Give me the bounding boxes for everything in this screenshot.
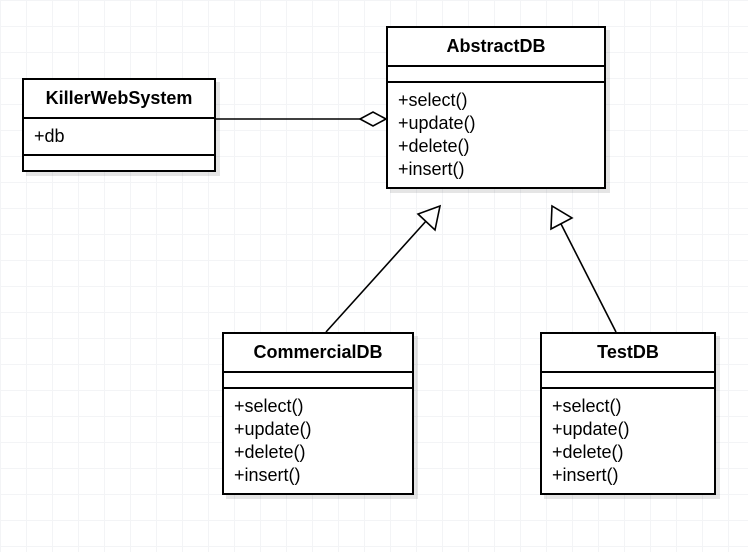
edge-generalization-commercialdb	[326, 206, 440, 332]
op-select: +select()	[234, 395, 402, 418]
class-title: AbstractDB	[388, 28, 604, 67]
class-attributes	[224, 373, 412, 389]
op-insert: +insert()	[234, 464, 402, 487]
op-delete: +delete()	[234, 441, 402, 464]
class-operations: +select() +update() +delete() +insert()	[224, 389, 412, 493]
class-testdb: TestDB +select() +update() +delete() +in…	[540, 332, 716, 495]
class-title: KillerWebSystem	[24, 80, 214, 119]
class-abstractdb: AbstractDB +select() +update() +delete()…	[386, 26, 606, 189]
class-title: TestDB	[542, 334, 714, 373]
op-update: +update()	[234, 418, 402, 441]
class-operations: +select() +update() +delete() +insert()	[388, 83, 604, 187]
edge-generalization-testdb	[551, 206, 616, 332]
diagram-canvas: KillerWebSystem +db AbstractDB +select()…	[0, 0, 748, 552]
class-commercialdb: CommercialDB +select() +update() +delete…	[222, 332, 414, 495]
class-attributes	[388, 67, 604, 83]
class-attributes	[542, 373, 714, 389]
op-delete: +delete()	[552, 441, 704, 464]
op-select: +select()	[552, 395, 704, 418]
class-title: CommercialDB	[224, 334, 412, 373]
class-attributes: +db	[24, 119, 214, 156]
class-killerwebsystem: KillerWebSystem +db	[22, 78, 216, 172]
op-insert: +insert()	[552, 464, 704, 487]
op-select: +select()	[398, 89, 594, 112]
class-operations: +select() +update() +delete() +insert()	[542, 389, 714, 493]
edge-aggregation-kws-abstractdb	[216, 112, 386, 126]
op-update: +update()	[552, 418, 704, 441]
class-operations	[24, 156, 214, 170]
op-delete: +delete()	[398, 135, 594, 158]
op-insert: +insert()	[398, 158, 594, 181]
attr-db: +db	[34, 125, 204, 148]
op-update: +update()	[398, 112, 594, 135]
